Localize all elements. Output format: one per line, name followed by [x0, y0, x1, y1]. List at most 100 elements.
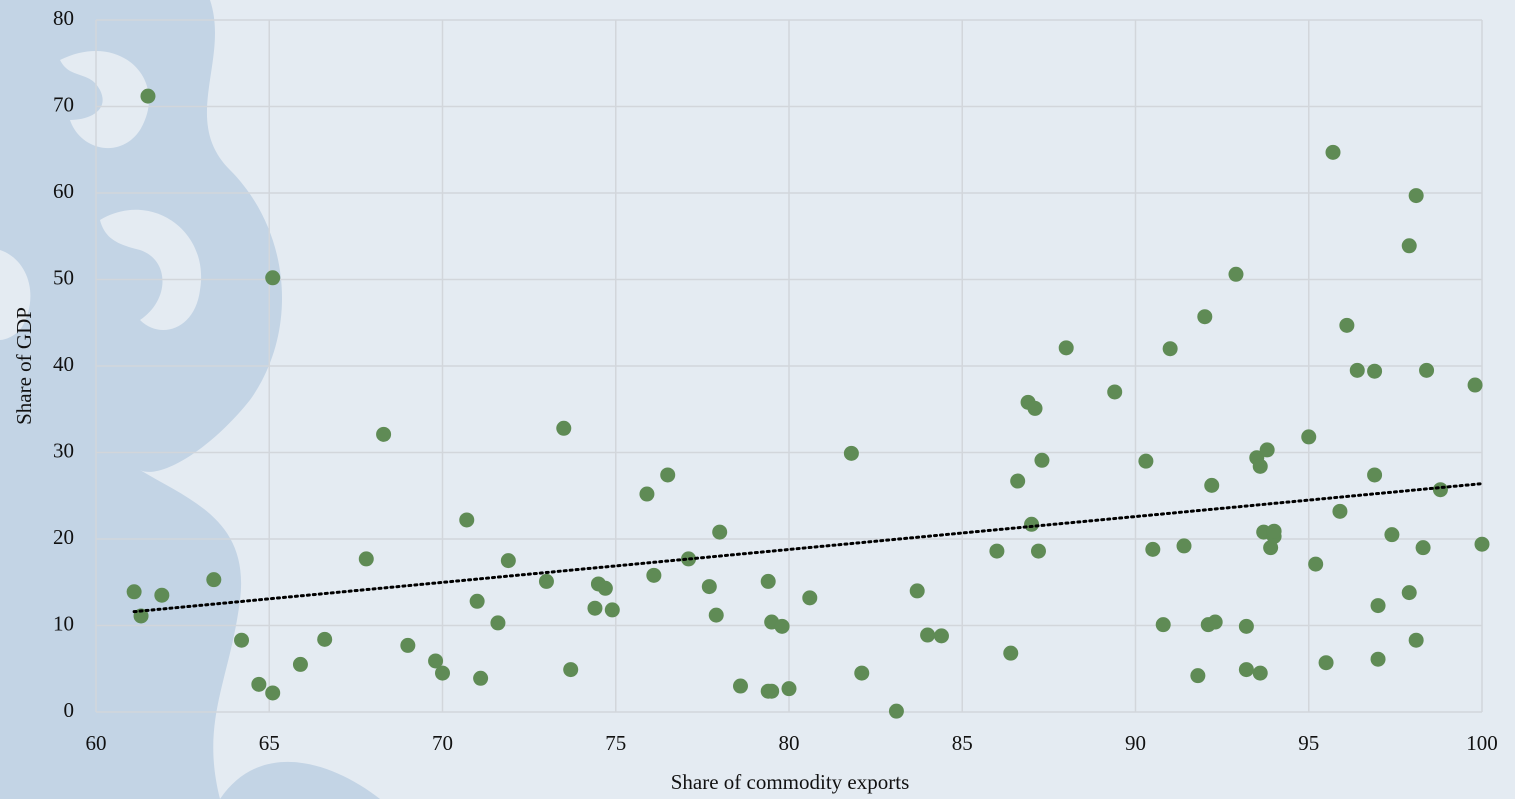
point — [1024, 517, 1039, 532]
point — [702, 579, 717, 594]
point — [1028, 401, 1043, 416]
point — [1433, 482, 1448, 497]
point — [910, 583, 925, 598]
point — [293, 657, 308, 672]
point — [234, 633, 249, 648]
point — [1190, 668, 1205, 683]
point — [764, 684, 779, 699]
point — [782, 681, 797, 696]
point — [733, 679, 748, 694]
point — [359, 551, 374, 566]
chart: Share of commodity exports Share of GDP … — [0, 0, 1515, 799]
y-tick-label: 20 — [53, 525, 74, 549]
point — [265, 270, 280, 285]
point — [1228, 267, 1243, 282]
point — [709, 608, 724, 623]
y-axis-title: Share of GDP — [12, 307, 36, 425]
y-tick-label: 0 — [64, 698, 75, 722]
point — [1332, 504, 1347, 519]
point — [587, 601, 602, 616]
point — [1204, 478, 1219, 493]
point — [1367, 364, 1382, 379]
point — [501, 553, 516, 568]
point — [1371, 652, 1386, 667]
x-tick-label: 95 — [1298, 731, 1319, 755]
point — [1197, 309, 1212, 324]
point — [1339, 318, 1354, 333]
point — [1416, 540, 1431, 555]
point — [459, 512, 474, 527]
point — [889, 704, 904, 719]
point — [1163, 341, 1178, 356]
point — [376, 427, 391, 442]
point — [1409, 633, 1424, 648]
point — [1326, 145, 1341, 160]
y-tick-label: 50 — [53, 265, 74, 289]
point — [598, 581, 613, 596]
point — [539, 574, 554, 589]
x-tick-label: 90 — [1125, 731, 1146, 755]
point — [1371, 598, 1386, 613]
point — [1208, 615, 1223, 630]
point — [1409, 188, 1424, 203]
x-tick-label: 65 — [259, 731, 280, 755]
point — [563, 662, 578, 677]
point — [1031, 544, 1046, 559]
point — [605, 602, 620, 617]
point — [802, 590, 817, 605]
point — [206, 572, 221, 587]
point — [920, 628, 935, 643]
point — [1107, 384, 1122, 399]
point — [1402, 238, 1417, 253]
x-tick-label: 100 — [1466, 731, 1498, 755]
y-tick-label: 60 — [53, 179, 74, 203]
x-tick-label: 70 — [432, 731, 453, 755]
point — [1367, 467, 1382, 482]
y-tick-label: 30 — [53, 438, 74, 462]
point — [1267, 524, 1282, 539]
y-tick-label: 80 — [53, 6, 74, 30]
point — [934, 628, 949, 643]
x-tick-label: 85 — [952, 731, 973, 755]
point — [556, 421, 571, 436]
point — [989, 544, 1004, 559]
y-tick-label: 70 — [53, 92, 74, 116]
point — [1059, 340, 1074, 355]
point — [490, 615, 505, 630]
point — [775, 619, 790, 634]
page: {"chart_data": {"type": "scatter", "x_la… — [0, 0, 1515, 799]
point — [1145, 542, 1160, 557]
point — [1156, 617, 1171, 632]
point — [1253, 666, 1268, 681]
background-decoration — [0, 0, 380, 799]
point — [317, 632, 332, 647]
point — [127, 584, 142, 599]
point — [1350, 363, 1365, 378]
point — [1384, 527, 1399, 542]
point — [844, 446, 859, 461]
point — [1003, 646, 1018, 661]
x-axis-title: Share of commodity exports — [671, 770, 910, 794]
point — [1402, 585, 1417, 600]
x-tick-label: 60 — [86, 731, 107, 755]
point — [154, 588, 169, 603]
y-tick-label: 10 — [53, 611, 74, 635]
point — [761, 574, 776, 589]
point — [854, 666, 869, 681]
point — [1239, 662, 1254, 677]
x-tick-label: 80 — [779, 731, 800, 755]
point — [1301, 429, 1316, 444]
point — [435, 666, 450, 681]
point — [470, 594, 485, 609]
point — [473, 671, 488, 686]
point — [712, 525, 727, 540]
point — [1260, 442, 1275, 457]
point — [1034, 453, 1049, 468]
point — [251, 677, 266, 692]
point — [1308, 557, 1323, 572]
point — [660, 467, 675, 482]
x-tick-label: 75 — [605, 731, 626, 755]
point — [1475, 537, 1490, 552]
point — [1010, 474, 1025, 489]
point — [1253, 459, 1268, 474]
